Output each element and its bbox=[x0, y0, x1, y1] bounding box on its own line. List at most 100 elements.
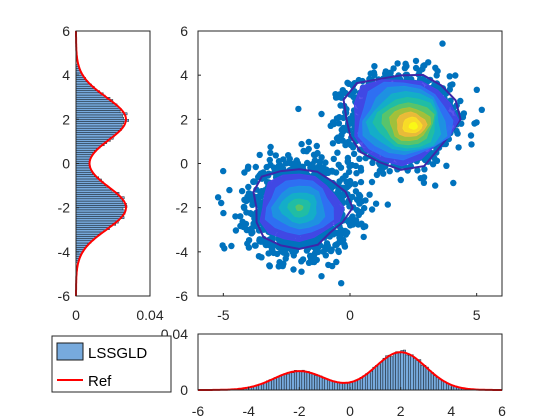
scatter-point bbox=[355, 211, 362, 219]
scatter-point bbox=[460, 110, 468, 117]
histogram-bar bbox=[75, 152, 94, 155]
histogram-bar bbox=[403, 349, 406, 391]
bottom-histogram-bars bbox=[235, 349, 465, 391]
scatter-point bbox=[270, 164, 278, 171]
scatter-point bbox=[247, 191, 254, 198]
scatter-point bbox=[313, 142, 320, 150]
scatter-point bbox=[335, 248, 342, 256]
scatter-point bbox=[245, 244, 253, 251]
histogram-bar bbox=[75, 119, 129, 122]
scatter-point bbox=[325, 261, 332, 269]
scatter-point bbox=[356, 155, 363, 162]
scatter-point bbox=[329, 119, 337, 126]
main-y-ticks: -6 -4 -2 0 2 4 6 bbox=[176, 23, 201, 304]
scatter-point bbox=[371, 62, 378, 70]
scatter-point bbox=[307, 237, 314, 245]
histogram-bar bbox=[382, 357, 386, 391]
histogram-bar bbox=[392, 353, 396, 391]
scatter-point bbox=[443, 162, 450, 169]
histogram-bar bbox=[286, 373, 290, 391]
histogram-bar bbox=[344, 382, 348, 391]
scatter-point bbox=[467, 132, 475, 139]
bottom-marginal-plot: -6 -4 -2 0 2 4 6 00.04 bbox=[161, 326, 506, 419]
scatter-point bbox=[353, 170, 360, 177]
scatter-point bbox=[220, 167, 227, 175]
histogram-bar bbox=[435, 377, 439, 391]
histogram-bar bbox=[418, 359, 422, 391]
contour-level bbox=[408, 122, 418, 130]
scatter-point bbox=[244, 165, 252, 172]
scatter-point bbox=[439, 40, 446, 47]
histogram-bar bbox=[75, 123, 123, 127]
legend-label-lssgld: LSSGLD bbox=[88, 345, 147, 362]
scatter-point bbox=[402, 60, 409, 67]
scatter-point bbox=[322, 166, 329, 173]
left-y-ticks: -6 -4 -2 0 2 4 6 bbox=[58, 23, 79, 304]
x-tick-label: 0 bbox=[346, 307, 354, 323]
main-plot: -5 0 5 -6 -4 -2 0 2 4 6 bbox=[176, 23, 503, 323]
histogram-bar bbox=[271, 379, 275, 391]
scatter-point bbox=[337, 226, 345, 233]
scatter-point bbox=[298, 268, 305, 275]
x-tick-label: -4 bbox=[242, 403, 255, 419]
scatter-point bbox=[293, 157, 300, 164]
scatter-point bbox=[349, 193, 356, 201]
y-tick-label: -6 bbox=[58, 288, 71, 304]
main-scatter bbox=[214, 40, 485, 287]
scatter-point bbox=[335, 161, 342, 168]
scatter-point bbox=[356, 200, 363, 207]
scatter-point bbox=[304, 159, 311, 167]
scatter-point bbox=[336, 238, 343, 246]
scatter-point bbox=[349, 221, 357, 228]
scatter-point bbox=[275, 162, 283, 169]
scatter-point bbox=[260, 169, 267, 176]
histogram-bar bbox=[75, 132, 117, 135]
contour-level bbox=[295, 204, 304, 211]
histogram-bar bbox=[75, 169, 92, 173]
scatter-point bbox=[337, 231, 345, 238]
left-x-ticks: 0 0.04 bbox=[72, 293, 164, 323]
scatter-point bbox=[287, 160, 294, 167]
scatter-point bbox=[252, 242, 259, 249]
histogram-bar bbox=[352, 381, 356, 391]
histogram-bar bbox=[289, 371, 292, 391]
histogram-bar bbox=[377, 363, 381, 391]
main-contours bbox=[252, 73, 462, 251]
scatter-point bbox=[329, 140, 337, 147]
histogram-bar bbox=[415, 360, 419, 391]
histogram-bar bbox=[75, 136, 114, 140]
scatter-point bbox=[335, 120, 343, 127]
histogram-bar bbox=[367, 372, 371, 391]
scatter-point bbox=[366, 191, 373, 198]
scatter-point bbox=[433, 72, 440, 79]
scatter-point bbox=[370, 69, 378, 76]
histogram-bar bbox=[283, 373, 287, 391]
histogram-bar bbox=[420, 365, 424, 391]
histogram-bar bbox=[75, 158, 91, 162]
scatter-point bbox=[301, 240, 308, 248]
scatter-point bbox=[329, 168, 336, 175]
scatter-point bbox=[298, 258, 305, 265]
scatter-point bbox=[394, 60, 401, 67]
scatter-point bbox=[321, 244, 329, 251]
histogram-bar bbox=[75, 134, 115, 138]
scatter-point bbox=[272, 152, 279, 159]
y-tick-label: 6 bbox=[180, 23, 188, 39]
scatter-point bbox=[318, 154, 325, 161]
histogram-bar bbox=[75, 231, 101, 235]
scatter-point bbox=[258, 254, 265, 261]
scatter-point bbox=[420, 179, 428, 186]
left-histogram-bars bbox=[75, 63, 129, 264]
scatter-point bbox=[369, 159, 376, 166]
scatter-point bbox=[468, 141, 475, 148]
scatter-point bbox=[397, 176, 404, 184]
scatter-point bbox=[368, 206, 376, 213]
x-tick-label: 0 bbox=[72, 307, 80, 323]
scatter-point bbox=[414, 167, 421, 174]
histogram-bar bbox=[75, 154, 93, 158]
histogram-bar bbox=[75, 81, 89, 85]
scatter-point bbox=[455, 144, 462, 151]
scatter-point bbox=[352, 188, 360, 195]
histogram-bar bbox=[390, 356, 394, 391]
scatter-point bbox=[335, 137, 342, 144]
